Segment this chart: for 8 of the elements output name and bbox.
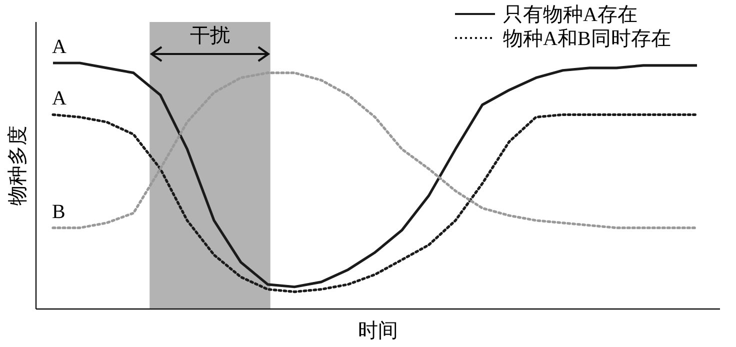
legend-label: 物种A和B同时存在 [503, 28, 671, 50]
x-axis-title: 时间 [358, 320, 398, 342]
legend-label: 只有物种A存在 [503, 4, 638, 26]
y-axis-title: 物种多度 [7, 126, 29, 206]
text: A [52, 36, 67, 58]
annotation: B [52, 200, 66, 223]
text: 干扰 [190, 25, 230, 47]
annotation: A [52, 88, 67, 110]
